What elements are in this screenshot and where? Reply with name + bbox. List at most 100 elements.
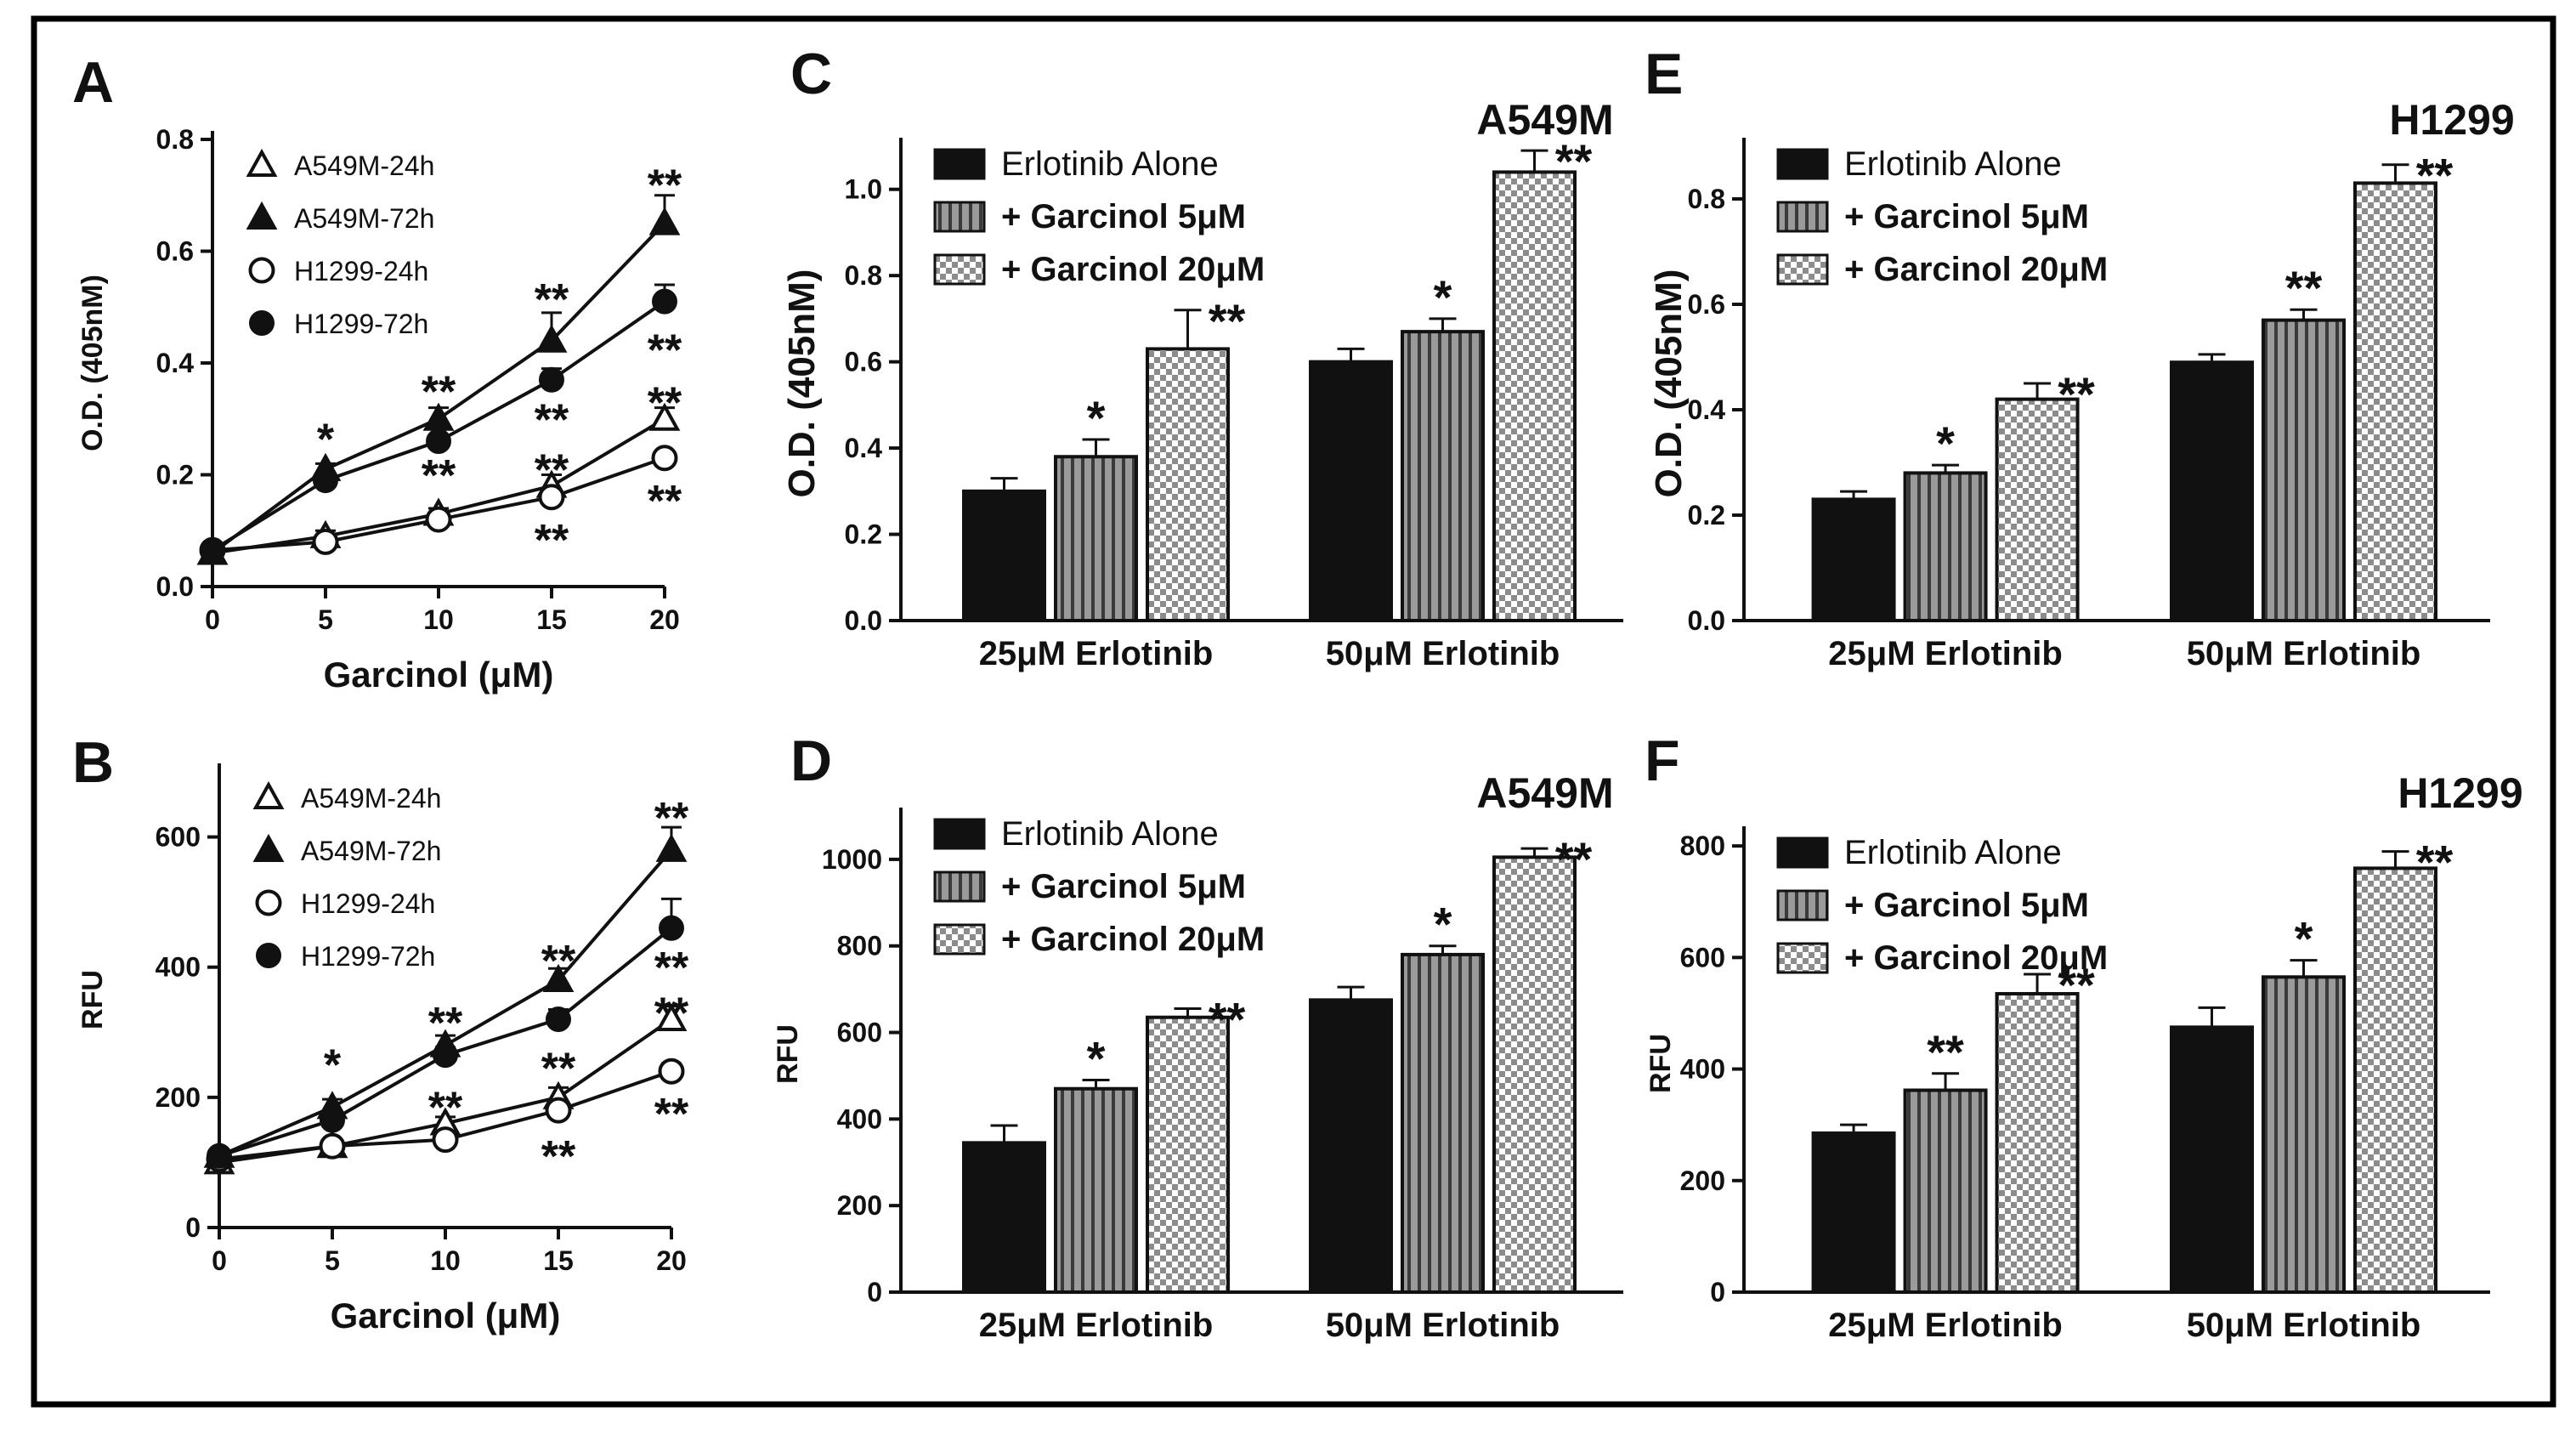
- bar: [1903, 1088, 1988, 1294]
- y-tick-label: 200: [1680, 1165, 1725, 1196]
- legend-label: + Garcinol 5μM: [1001, 868, 1246, 905]
- legend-label: + Garcinol 5μM: [1844, 887, 2089, 924]
- bar: [2170, 360, 2254, 622]
- y-tick-label: 600: [156, 822, 201, 853]
- y-tick-label: 0.8: [1688, 184, 1725, 214]
- significance-star: **: [535, 275, 569, 325]
- y-tick-label: 0: [1710, 1277, 1725, 1307]
- y-tick-label: 400: [837, 1103, 882, 1134]
- legend-label: + Garcinol 20μM: [1001, 251, 1265, 288]
- legend-marker: [246, 148, 278, 177]
- data-point: [545, 1097, 572, 1124]
- bar: [2262, 318, 2346, 622]
- x-tick-label: 50μM Erlotinib: [1326, 635, 1560, 672]
- x-tick-label: 15: [536, 604, 567, 635]
- legend-label: H1299-24h: [294, 256, 428, 286]
- legend-marker: [256, 943, 281, 968]
- data-point: [655, 1002, 688, 1031]
- y-tick-label: 0.0: [1688, 605, 1725, 636]
- y-tick-label: 0.8: [156, 124, 194, 155]
- bar: [1811, 497, 1896, 623]
- series-h1299-72h: [200, 283, 677, 564]
- legend-swatch: [933, 148, 986, 180]
- panel-label: C: [790, 42, 832, 106]
- panel-label: F: [1645, 729, 1680, 793]
- data-point: [313, 468, 338, 494]
- legend-label: Erlotinib Alone: [1001, 145, 1219, 183]
- significance-star: **: [535, 395, 569, 445]
- bar: [1811, 1131, 1896, 1295]
- significance-star: **: [535, 446, 569, 496]
- data-point: [655, 833, 688, 862]
- x-tick-label: 50μM Erlotinib: [2187, 1307, 2421, 1344]
- data-point: [648, 207, 681, 235]
- chart-title: H1299: [2389, 96, 2514, 144]
- significance-star: **: [654, 1090, 689, 1139]
- y-axis-label: O.D. (405nM): [781, 269, 823, 498]
- significance-star: *: [317, 415, 335, 464]
- legend-swatch: [933, 201, 986, 233]
- legend-label: + Garcinol 20μM: [1001, 921, 1265, 958]
- y-tick-label: 0.4: [845, 433, 883, 463]
- y-tick-label: 200: [837, 1190, 882, 1221]
- x-tick-label: 25μM Erlotinib: [979, 635, 1214, 672]
- bar: [1146, 1015, 1230, 1295]
- bar-chart-c: C 0.0 0.2 0.4 0.6 0.8 1.0 O.D. (405nM) A549M 25μM…: [781, 42, 1623, 672]
- data-point: [207, 1143, 232, 1169]
- y-axis-label: O.D. (405nM): [76, 275, 109, 451]
- legend-label: Erlotinib Alone: [1844, 145, 2062, 183]
- y-tick-label: 600: [837, 1018, 882, 1048]
- bar: [1054, 1086, 1138, 1295]
- significance-star: **: [654, 989, 689, 1038]
- bar: [962, 1141, 1046, 1295]
- legend-label: + Garcinol 5μM: [1001, 198, 1246, 235]
- bar: [1492, 170, 1577, 623]
- data-point: [433, 1042, 458, 1069]
- significance-star: **: [535, 516, 569, 565]
- x-tick-label: 10: [423, 604, 454, 635]
- y-tick-label: 0.6: [845, 347, 882, 377]
- x-axis-label: Garcinol (μM): [331, 1296, 561, 1335]
- y-tick-label: 0.8: [845, 260, 882, 291]
- bar: [2170, 1025, 2254, 1294]
- bar-chart-d: D 0 200 400 600 800 1000 RFU A549M 25μM Erlotinib…: [772, 729, 1623, 1344]
- panel-label: B: [72, 730, 114, 795]
- significance-star: **: [648, 161, 682, 210]
- significance-star: **: [1927, 1025, 1964, 1079]
- data-point: [426, 428, 451, 455]
- data-point: [542, 963, 575, 993]
- panel-label: D: [790, 729, 832, 793]
- y-tick-label: 0.0: [845, 605, 882, 636]
- y-tick-label: 0.0: [156, 571, 194, 602]
- chart-title: H1299: [2398, 769, 2522, 817]
- bar: [1309, 360, 1393, 622]
- x-tick-label: 0: [205, 604, 220, 635]
- legend-label: H1299-24h: [301, 888, 435, 919]
- significance-star: **: [541, 1045, 576, 1094]
- legend-label: A549M-72h: [301, 836, 441, 866]
- data-point: [648, 402, 681, 431]
- y-tick-label: 0.2: [156, 460, 194, 491]
- y-tick-label: 0.4: [156, 348, 195, 378]
- legend-label: Erlotinib Alone: [1844, 834, 2062, 871]
- legend-swatch: [1776, 836, 1829, 869]
- significance-star: **: [2058, 958, 2095, 1012]
- legend-marker: [252, 780, 285, 809]
- data-point: [432, 1126, 459, 1154]
- legend-marker: [255, 889, 282, 916]
- legend-label: + Garcinol 20μM: [1844, 939, 2108, 977]
- y-tick-label: 0.2: [1688, 500, 1725, 530]
- y-tick-label: 800: [837, 931, 882, 961]
- legend-label: + Garcinol 20μM: [1844, 251, 2108, 288]
- y-tick-label: 600: [1680, 942, 1725, 973]
- bar: [1146, 347, 1230, 622]
- legend-marker: [252, 833, 285, 862]
- data-point: [546, 1006, 571, 1032]
- bar: [2353, 181, 2437, 622]
- legend-marker: [248, 257, 275, 284]
- significance-star: **: [422, 451, 456, 501]
- panel-label: E: [1645, 42, 1683, 106]
- y-axis-label: O.D. (405nM): [1648, 269, 1690, 498]
